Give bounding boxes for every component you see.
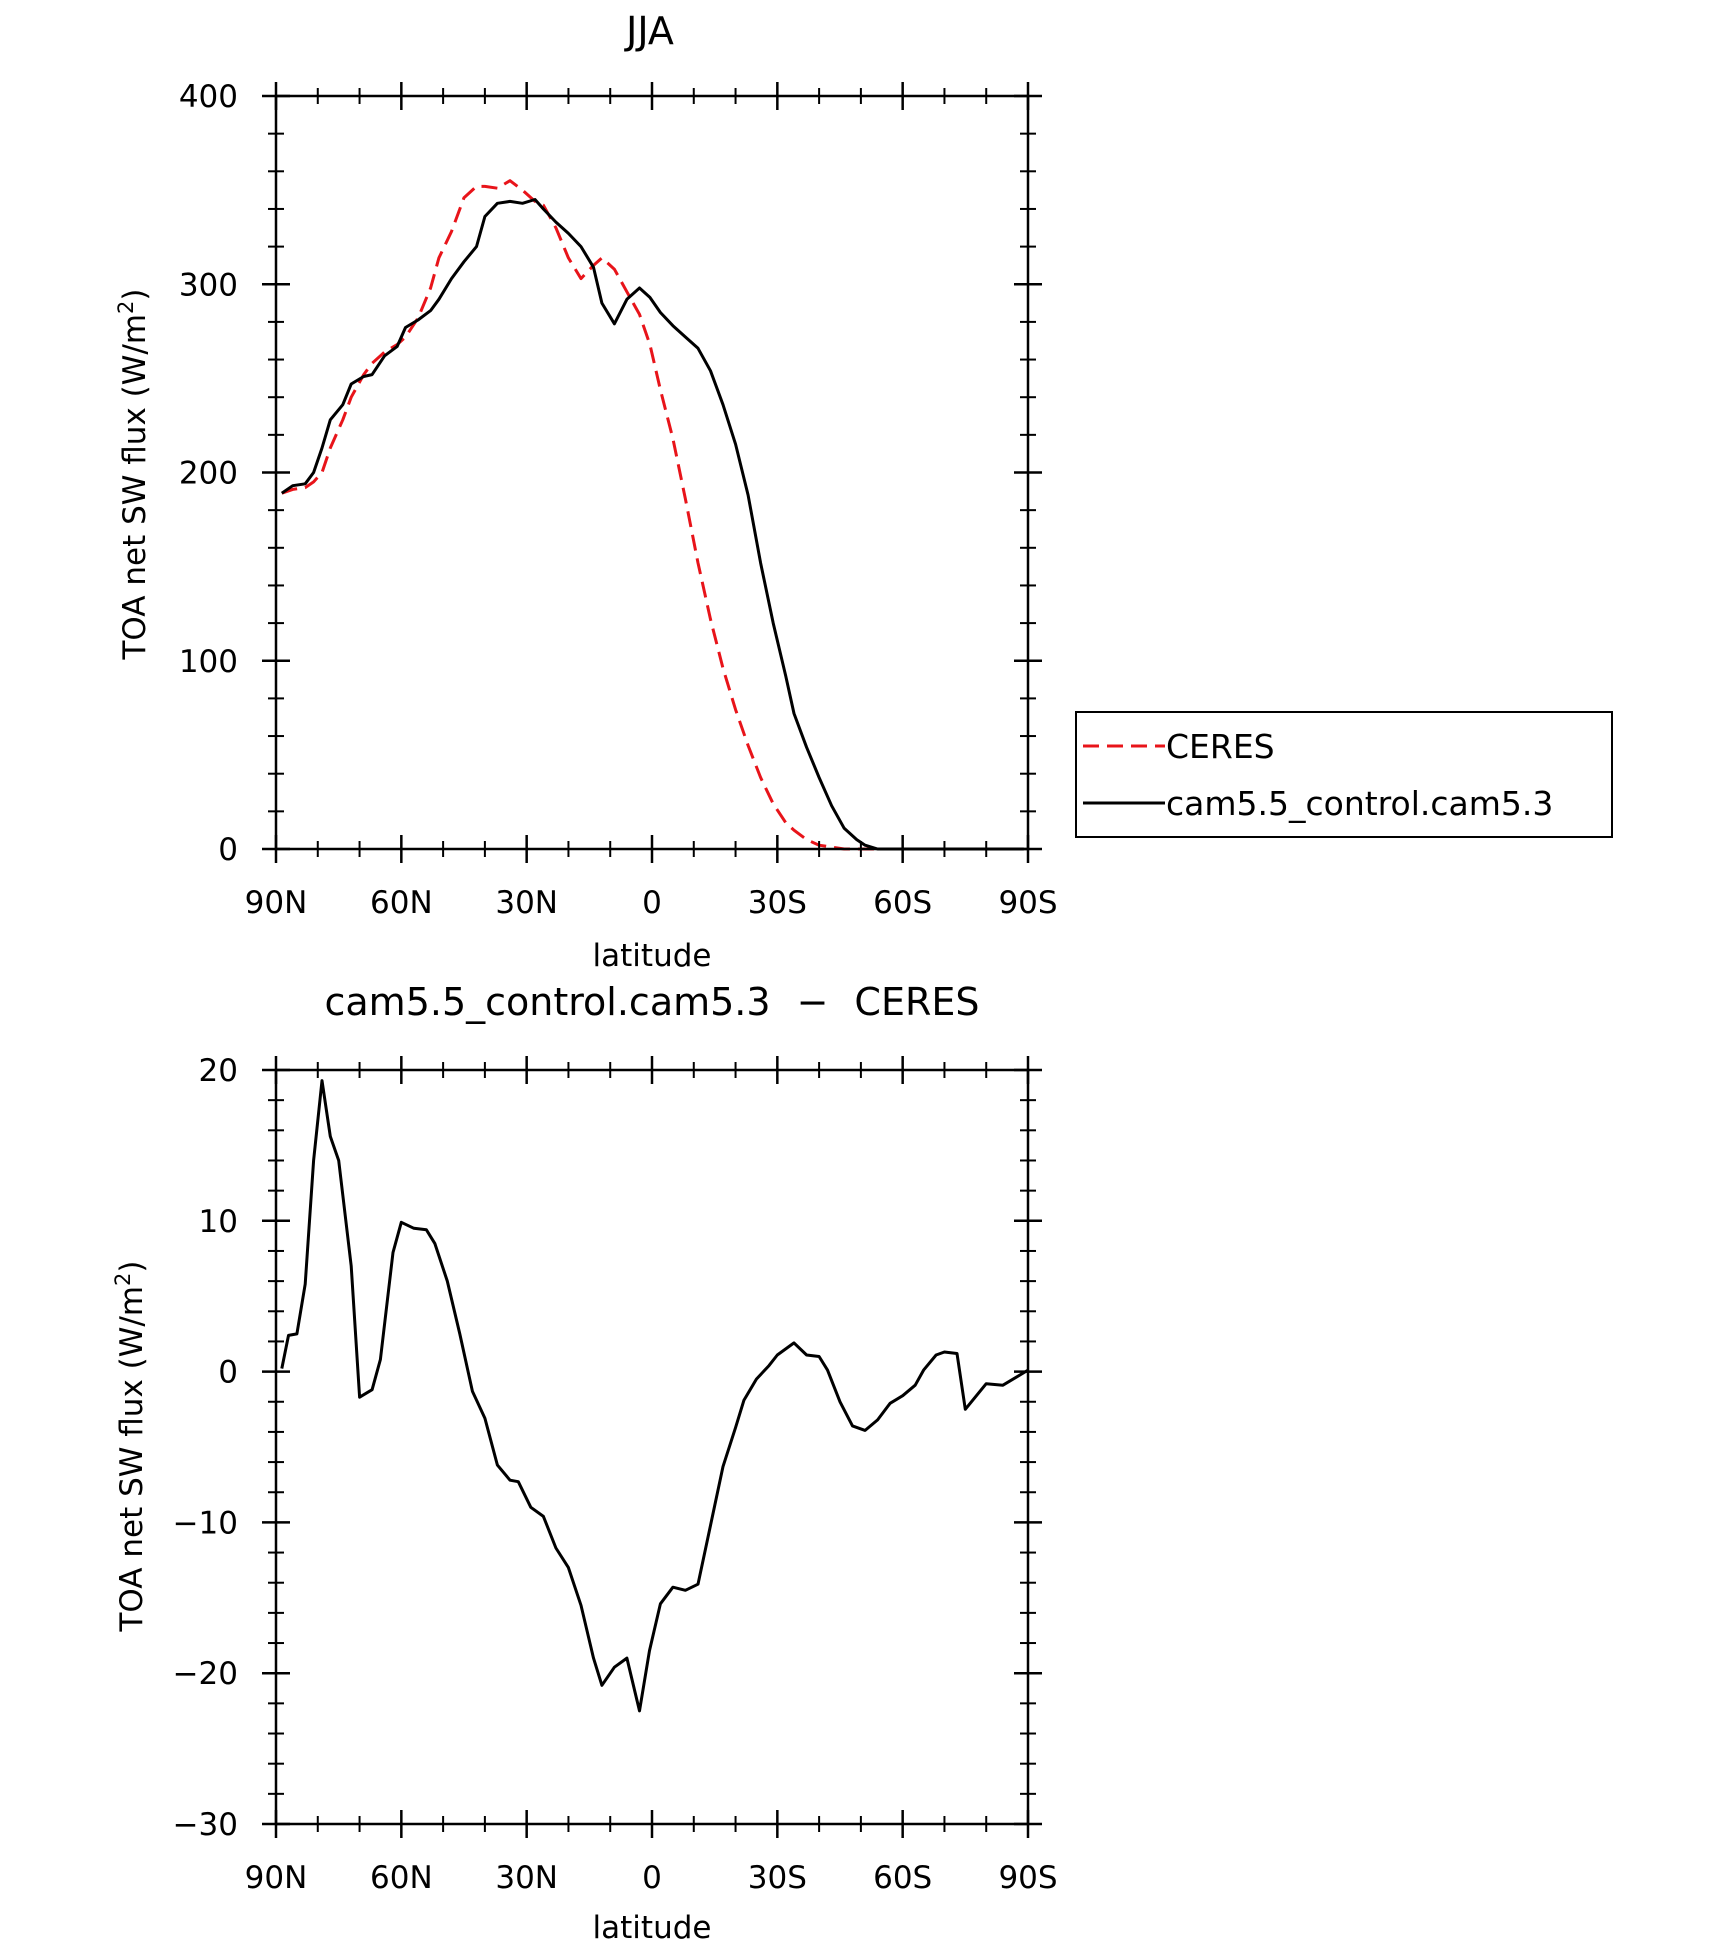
top-y-axis-label-main: TOA net SW flux (W/m — [117, 314, 153, 661]
bottom-x-tick-label: 0 — [642, 1860, 662, 1896]
bottom-y-axis-label: TOA net SW flux (W/m2) — [111, 1260, 150, 1632]
top-panel: JJA 90N 60N 30N 0 30S 60S 90S 0 100 200 300 400 lat… — [114, 9, 1613, 974]
bottom-y-tick-label: −30 — [173, 1807, 238, 1843]
bottom-title-dash: − — [797, 980, 829, 1024]
legend: CERES cam5.5_control.cam5.3 — [1075, 711, 1613, 838]
bottom-y-tick-label: 10 — [199, 1204, 238, 1240]
top-y-tick-label: 100 — [179, 644, 238, 680]
top-x-tick-label: 30S — [748, 885, 807, 921]
top-series-line-ceres — [281, 179, 1024, 851]
top-x-tick-label: 30N — [495, 885, 558, 921]
bottom-y-tick-label: 20 — [199, 1053, 238, 1089]
bottom-x-tick-label: 90N — [245, 1860, 308, 1896]
bottom-y-tick-label: −20 — [173, 1656, 238, 1692]
bottom-x-tick-label: 60N — [370, 1860, 433, 1896]
bottom-y-axis-label-end: ) — [114, 1260, 150, 1272]
bottom-panel: cam5.5_control.cam5.3− CERES 90N 60N 30N 0 30… — [111, 980, 1058, 1939]
top-x-tick-label: 60N — [370, 885, 433, 921]
legend-label-ceres: CERES — [1166, 727, 1275, 766]
top-chart-title: JJA — [624, 9, 674, 53]
legend-label-cam: cam5.5_control.cam5.3 — [1166, 784, 1553, 823]
bottom-axes: 90N 60N 30N 0 30S 60S 90S −30 −20 −10 0 10 20 — [173, 1053, 1058, 1896]
bottom-title-right: CERES — [854, 980, 979, 1024]
top-y-tick-label: 200 — [179, 456, 238, 492]
bottom-plot-frame — [274, 1068, 1030, 1826]
bottom-y-tick-label: 0 — [218, 1355, 238, 1391]
top-plot-area — [280, 179, 1024, 851]
top-y-axis-label: TOA net SW flux (W/m2) — [114, 288, 153, 660]
top-y-tick-label: 400 — [179, 79, 238, 115]
top-y-tick-label: 300 — [179, 267, 238, 303]
bottom-x-tick-label: 90S — [998, 1860, 1057, 1896]
top-axes: 90N 60N 30N 0 30S 60S 90S 0 100 200 300 400 — [179, 79, 1058, 921]
bottom-y-tick-label: −10 — [173, 1505, 238, 1541]
top-x-tick-label: 90S — [998, 885, 1057, 921]
bottom-x-tick-label: 60S — [873, 1860, 932, 1896]
bottom-x-axis-label: latitude — [593, 1910, 712, 1939]
top-x-tick-label: 0 — [642, 885, 662, 921]
legend-box — [1075, 711, 1613, 838]
top-plot-frame — [274, 94, 1030, 851]
top-series-line-cam5-5-control-cam5-3 — [280, 198, 1024, 851]
bottom-x-tick-label: 30S — [748, 1860, 807, 1896]
bottom-y-axis-label-sup: 2 — [111, 1273, 135, 1286]
top-y-tick-label: 0 — [218, 832, 238, 868]
bottom-series-line-difference — [280, 1079, 1029, 1713]
bottom-chart-title: cam5.5_control.cam5.3− CERES — [325, 980, 980, 1024]
top-x-tick-label: 60S — [873, 885, 932, 921]
top-x-axis-label: latitude — [593, 938, 712, 974]
bottom-plot-area — [280, 1079, 1029, 1713]
top-x-tick-label: 90N — [245, 885, 308, 921]
top-y-axis-label-end: ) — [117, 288, 153, 300]
top-y-axis-label-sup: 2 — [114, 301, 138, 314]
bottom-title-left: cam5.5_control.cam5.3 — [325, 980, 771, 1024]
bottom-y-axis-label-main: TOA net SW flux (W/m — [114, 1286, 150, 1633]
bottom-x-tick-label: 30N — [495, 1860, 558, 1896]
